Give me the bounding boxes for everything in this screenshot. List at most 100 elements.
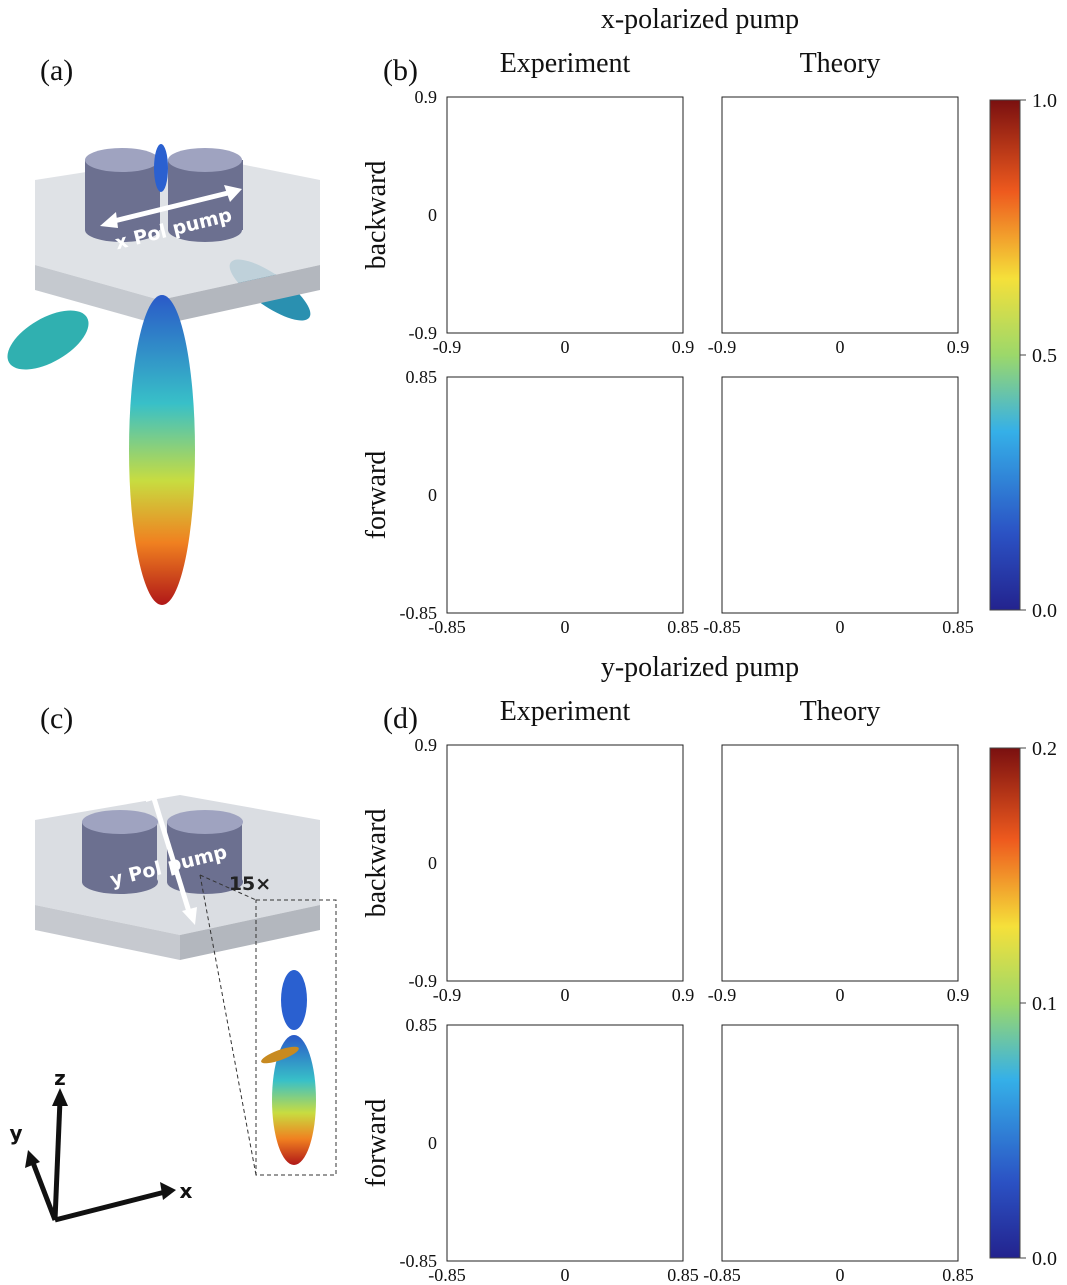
panel-label: (d) (383, 702, 418, 735)
x-tick-label: 0.85 (667, 617, 699, 637)
axis-z: z (54, 1066, 66, 1090)
plot-frame (722, 97, 958, 333)
heatmap-base (722, 745, 958, 981)
heatmap-feature (900, 135, 960, 295)
heatmap (722, 745, 958, 981)
illustration-a: x Pol pump (0, 144, 320, 605)
panel-label: (a) (40, 54, 73, 87)
x-tick-label: -0.85 (703, 1265, 741, 1285)
section-title: y-polarized pump (601, 652, 799, 683)
colorbar-label: 0.2 (1032, 738, 1057, 760)
x-tick-label: 0 (836, 985, 845, 1005)
x-tick-label: 0.9 (947, 337, 970, 357)
colorbar-label: 1.0 (1032, 90, 1057, 112)
heatmap-feature (800, 1063, 880, 1223)
column-title: Experiment (500, 48, 631, 79)
y-tick-label: 0.85 (406, 367, 438, 387)
heatmap-base (447, 745, 683, 981)
heatmap-body (722, 1025, 958, 1261)
heatmap-body (447, 1025, 683, 1261)
x-tick-label: -0.9 (433, 985, 462, 1005)
column-title: Theory (800, 48, 881, 79)
x-tick-label: -0.85 (703, 617, 741, 637)
x-tick-label: -0.9 (708, 337, 737, 357)
plot-frame (722, 745, 958, 981)
x-tick-label: 0 (836, 617, 845, 637)
plot-frame (447, 97, 683, 333)
heatmap-feature (553, 190, 577, 240)
x-tick-label: 0.85 (942, 1265, 974, 1285)
heatmap-feature (720, 135, 780, 295)
x-tick-label: 0.85 (942, 617, 974, 637)
heatmap-feature (655, 420, 705, 560)
x-tick-label: 0 (836, 337, 845, 357)
colorbar-label: 0.5 (1032, 345, 1057, 367)
heatmap-feature (780, 370, 900, 620)
row-label: forward (361, 1099, 392, 1188)
heatmap-base (722, 97, 958, 333)
plot-frame (447, 1025, 683, 1261)
y-tick-label: 0.85 (406, 1015, 438, 1035)
column-title: Experiment (500, 696, 631, 727)
heatmap-base (722, 377, 958, 613)
x-tick-label: -0.9 (433, 337, 462, 357)
x-tick-label: -0.9 (708, 985, 737, 1005)
illustration-c: y Pol pump 15× z y x (9, 782, 336, 1220)
x-tick-label: 0.9 (672, 337, 695, 357)
row-label: backward (361, 161, 392, 270)
x-tick-label: 0.85 (667, 1265, 699, 1285)
x-tick-label: -0.85 (428, 617, 466, 637)
heatmap-base (447, 1025, 683, 1261)
zoom-label: 15× (229, 873, 271, 895)
heatmap-feature (525, 120, 605, 310)
figure: x Pol pump y Pol pump 15× z y x x-polari… (0, 0, 1067, 1285)
row-label: backward (361, 809, 392, 918)
y-tick-label: 0.9 (415, 735, 438, 755)
colorbar-label: 0.0 (1032, 600, 1057, 622)
x-tick-label: 0.9 (947, 985, 970, 1005)
heatmap-body (447, 745, 683, 981)
heatmap-body (722, 745, 958, 981)
heatmap-feature (820, 745, 860, 981)
heatmap-base (722, 1025, 958, 1261)
colorbar (990, 748, 1020, 1258)
colorbar-label: 0.1 (1032, 993, 1057, 1015)
heatmap-feature (905, 435, 955, 555)
x-tick-label: 0 (561, 1265, 570, 1285)
panel-label: (c) (40, 702, 73, 735)
x-tick-label: 0 (836, 1265, 845, 1285)
y-tick-label: 0.9 (415, 87, 438, 107)
heatmap (722, 370, 958, 620)
heatmap (722, 1025, 958, 1261)
heatmap (447, 1025, 683, 1261)
x-tick-label: 0.9 (672, 985, 695, 1005)
y-tick-label: 0 (428, 485, 437, 505)
heatmap-feature (826, 97, 854, 333)
y-tick-label: 0 (428, 205, 437, 225)
axis-y: y (9, 1121, 22, 1145)
heatmap (720, 97, 960, 333)
y-tick-label: 0 (428, 853, 437, 873)
x-tick-label: 0 (561, 617, 570, 637)
colorbar (990, 100, 1020, 610)
heatmap-body (720, 97, 960, 333)
heatmap-body (447, 97, 683, 333)
heatmap (447, 97, 683, 333)
x-tick-label: -0.85 (428, 1265, 466, 1285)
heatmap-feature (620, 377, 650, 613)
plot-frame (447, 377, 683, 613)
plot-frame (722, 377, 958, 613)
heatmap-body (425, 375, 705, 613)
axis-x: x (180, 1179, 193, 1203)
plot-frame (722, 1025, 958, 1261)
heatmap-feature (725, 435, 775, 555)
heatmap-base (447, 377, 683, 613)
column-title: Theory (800, 696, 881, 727)
plot-frame (447, 745, 683, 981)
y-tick-label: 0 (428, 1133, 437, 1153)
heatmap-base (447, 97, 683, 333)
heatmap (425, 375, 705, 613)
x-tick-label: 0 (561, 985, 570, 1005)
heatmap-body (722, 370, 958, 620)
heatmap (447, 745, 683, 981)
